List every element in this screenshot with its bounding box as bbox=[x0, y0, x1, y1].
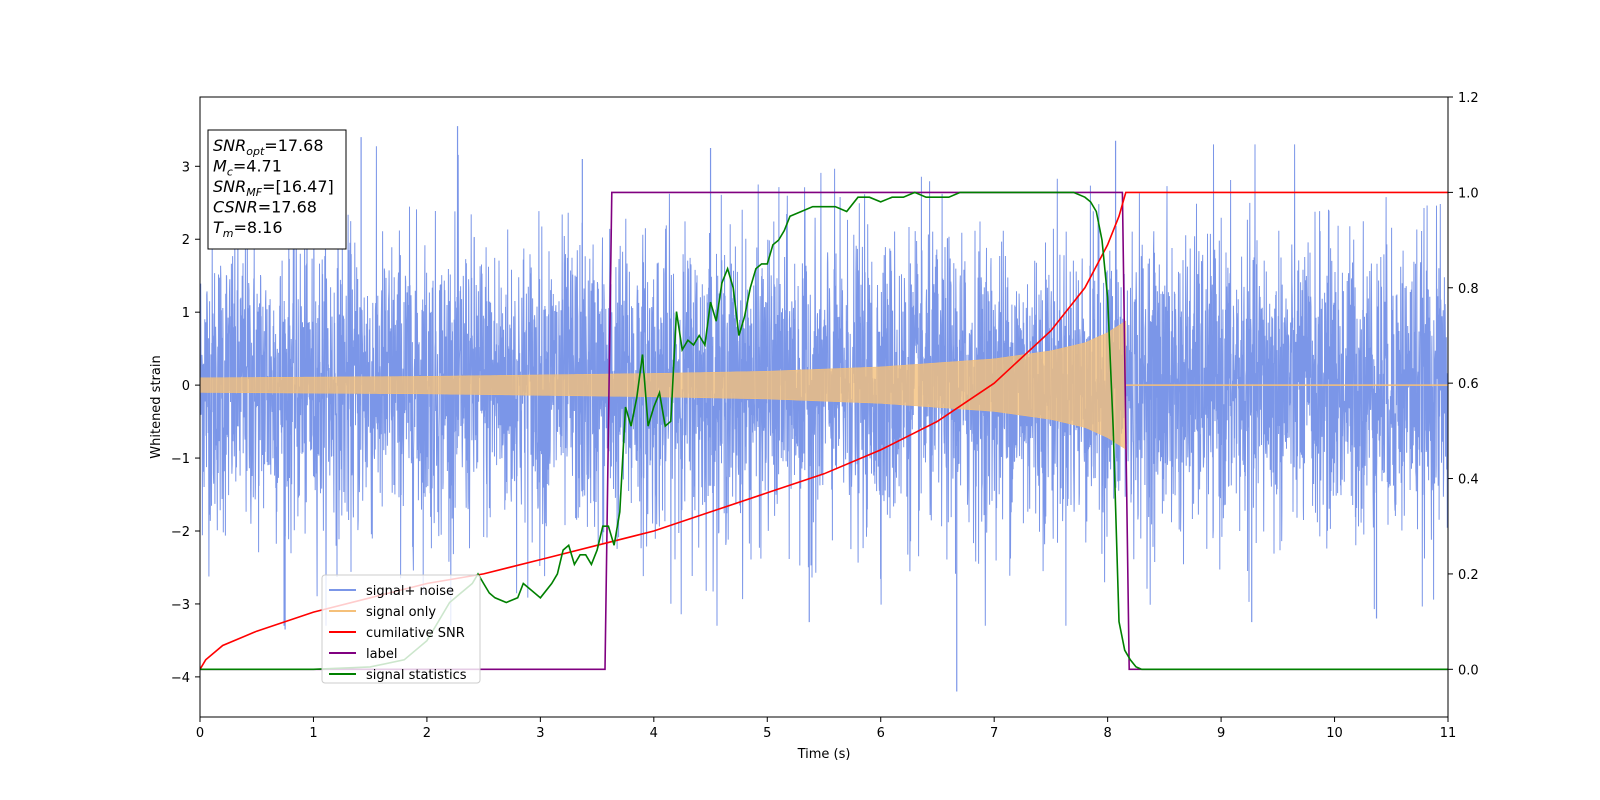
series-signal-noise-line bbox=[200, 144, 1448, 626]
plot-area bbox=[200, 126, 1448, 692]
x-tick-label: 6 bbox=[877, 726, 885, 741]
legend-label: cumilative SNR bbox=[366, 626, 465, 641]
legend-label: signal+ noise bbox=[366, 584, 454, 599]
legend-frame bbox=[321, 574, 481, 684]
info-line-subscript: MF bbox=[246, 186, 262, 199]
plot-frame bbox=[199, 96, 1449, 718]
legend-item: label bbox=[329, 647, 397, 662]
y-axis-right: 0.0 0.2 0.4 0.6 0.8 1.0 1.2 bbox=[1448, 91, 1479, 678]
info-line-name: T bbox=[213, 218, 224, 237]
legend: signal+ noise signal only cumilative SNR la… bbox=[321, 574, 481, 684]
x-axis: 0 1 2 3 4 5 6 7 8 9 10 11 bbox=[196, 717, 1456, 741]
y2-tick-label: 0.4 bbox=[1458, 473, 1479, 488]
legend-label: signal statistics bbox=[366, 668, 467, 683]
y-tick-label: −3 bbox=[171, 598, 190, 613]
info-line-value: =4.71 bbox=[233, 157, 282, 176]
x-tick-label: 5 bbox=[763, 726, 771, 741]
info-line-value: =8.16 bbox=[234, 218, 283, 237]
x-axis-label: Time (s) bbox=[797, 747, 851, 762]
x-tick-label: 1 bbox=[309, 726, 317, 741]
x-tick-label: 9 bbox=[1217, 726, 1225, 741]
y-tick-label: 3 bbox=[182, 160, 190, 175]
x-tick-label: 10 bbox=[1326, 726, 1343, 741]
y-tick-label: −2 bbox=[171, 525, 190, 540]
legend-label: signal only bbox=[366, 605, 436, 620]
series-signal-statistics-line bbox=[200, 191, 1448, 671]
info-box: SNRopt=17.68 Mc=4.71 SNRMF=[16.47] CSNR=17.… bbox=[207, 129, 347, 250]
x-tick-label: 2 bbox=[423, 726, 431, 741]
info-line-name: SNR bbox=[213, 136, 246, 155]
info-line-name: M bbox=[213, 157, 227, 176]
info-line-value: =17.68 bbox=[264, 136, 323, 155]
info-box-frame bbox=[207, 129, 347, 250]
y-axis-left: −4 −3 −2 −1 0 1 2 3 bbox=[171, 160, 200, 686]
info-line-subscript: c bbox=[227, 166, 233, 179]
info-line-name: SNR bbox=[213, 177, 246, 196]
y2-tick-label: 1.2 bbox=[1458, 91, 1479, 106]
y2-tick-label: 0.6 bbox=[1458, 377, 1479, 392]
info-line-value: =17.68 bbox=[258, 198, 317, 217]
x-tick-label: 11 bbox=[1440, 726, 1457, 741]
y2-tick-label: 0.8 bbox=[1458, 282, 1479, 297]
x-tick-label: 3 bbox=[536, 726, 544, 741]
y2-tick-label: 0.2 bbox=[1458, 568, 1479, 583]
y2-tick-label: 0.0 bbox=[1458, 663, 1479, 678]
y-axis-label: Whitened strain bbox=[149, 355, 164, 458]
x-tick-label: 8 bbox=[1103, 726, 1111, 741]
info-line-subscript: m bbox=[223, 227, 234, 240]
info-box-text: SNRopt=17.68 Mc=4.71 SNRMF=[16.47] CSNR=17.… bbox=[213, 136, 334, 240]
legend-item: cumilative SNR bbox=[329, 626, 465, 641]
y-tick-label: −1 bbox=[171, 452, 190, 467]
y-tick-label: 0 bbox=[182, 379, 190, 394]
legend-item: signal+ noise bbox=[329, 584, 454, 599]
x-tick-label: 0 bbox=[196, 726, 204, 741]
legend-item: signal statistics bbox=[329, 668, 467, 683]
info-line-subscript: opt bbox=[246, 145, 265, 158]
info-line-name: CSNR bbox=[213, 198, 258, 217]
y2-tick-label: 1.0 bbox=[1458, 186, 1479, 201]
info-line-value: =[16.47] bbox=[262, 177, 334, 196]
y-tick-label: 1 bbox=[182, 306, 190, 321]
legend-label: label bbox=[366, 647, 397, 662]
x-tick-label: 4 bbox=[650, 726, 658, 741]
legend-item: signal only bbox=[329, 605, 436, 620]
y-tick-label: −4 bbox=[171, 671, 190, 686]
x-tick-label: 7 bbox=[990, 726, 998, 741]
series-cumulative-snr-line bbox=[200, 191, 1448, 670]
y-tick-label: 2 bbox=[182, 233, 190, 248]
